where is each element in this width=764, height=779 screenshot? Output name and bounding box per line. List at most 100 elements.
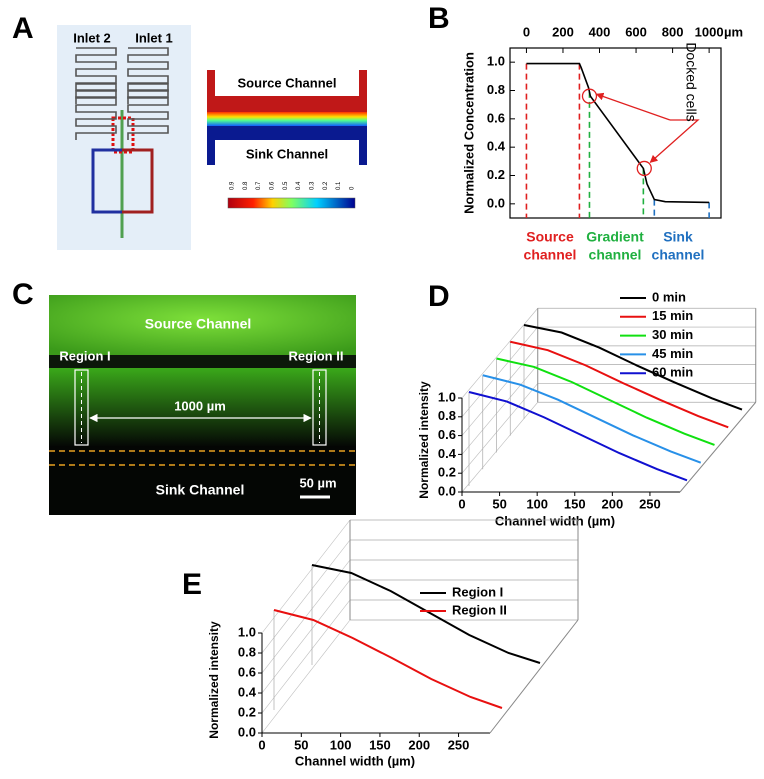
plot-frame	[509, 47, 722, 219]
intensity-line	[482, 374, 702, 464]
colorbar-label: 0	[350, 186, 356, 190]
x-tick-label: 0	[258, 737, 265, 752]
sink-label: Sink Channel	[156, 482, 245, 498]
y-axis-label: Normalized intensity	[417, 381, 431, 499]
x-tick-label: 400	[589, 24, 611, 39]
y-tick-label: 0.0	[238, 724, 256, 739]
y-tick-label: 0.8	[487, 82, 505, 97]
grid-line	[461, 345, 538, 436]
y-tick-label: 1.0	[438, 389, 456, 404]
sink-label: Sink Channel	[246, 146, 328, 161]
legend-label: 15 min	[652, 308, 693, 323]
panel-label: D	[428, 280, 450, 313]
inlet-label: Inlet 2	[73, 30, 111, 45]
zoom-box	[111, 116, 135, 154]
scale-label: 50 µm	[299, 475, 336, 490]
y-tick-label: 0.8	[238, 644, 256, 659]
legend-label: 0 min	[652, 289, 686, 304]
panel-label: B	[428, 2, 450, 35]
intensity-line	[496, 357, 715, 446]
x-tick-label: 1000	[695, 24, 724, 39]
depth-axis	[679, 401, 757, 493]
y-tick-label: 0.2	[438, 465, 456, 480]
y-tick-label: 0.4	[438, 446, 457, 461]
colorbar-label: 0.3	[310, 181, 316, 190]
region-label: Gradient	[586, 229, 644, 245]
x-tick-label: 0	[523, 24, 530, 39]
serpentine	[127, 47, 169, 104]
colorbar-label: 0.8	[243, 181, 249, 190]
serpentine	[127, 83, 169, 140]
region-box	[312, 369, 327, 446]
serpentine	[75, 47, 117, 104]
legend-label: Region I	[452, 584, 503, 599]
grid-line	[461, 383, 538, 474]
annotation-arrow	[649, 119, 700, 163]
micrograph: Source Channel Region I Region II 1000 µ…	[49, 295, 356, 515]
sink-box	[215, 140, 359, 165]
colorbar-label: 0.9	[230, 181, 236, 190]
barrier	[49, 355, 356, 368]
x-tick-label: 800	[662, 24, 684, 39]
grid-line	[261, 559, 351, 674]
distance-label: 1000 µm	[174, 398, 226, 413]
source-label: Source Channel	[145, 316, 252, 332]
docked-cell-marker	[636, 160, 652, 177]
region-label: channel	[589, 247, 642, 263]
gradient-region	[49, 368, 356, 446]
annotation: Docked cells	[683, 42, 699, 121]
region-label: Source	[526, 229, 574, 245]
x-tick-label: 200	[552, 24, 574, 39]
region-box	[74, 369, 89, 446]
y-tick-label: 0.4	[487, 139, 506, 154]
y-tick-label: 0.0	[438, 483, 456, 498]
source-label: Source Channel	[238, 75, 337, 90]
grid-line	[261, 599, 351, 714]
x-tick-label: 100	[330, 737, 352, 752]
depth-axis	[489, 619, 579, 734]
x-tick-label: 50	[492, 496, 506, 511]
source-box	[215, 70, 359, 96]
concentration-line	[526, 62, 710, 204]
x-tick-label: 200	[408, 737, 430, 752]
x-tick-label: 150	[369, 737, 391, 752]
intensity-line	[510, 340, 729, 429]
intensity-line	[523, 324, 743, 411]
x-tick-label: 250	[639, 496, 661, 511]
panel-label: A	[12, 12, 34, 45]
y-tick-label: 0.6	[438, 427, 456, 442]
colorbar-label: 0.7	[256, 181, 262, 190]
intensity-line	[311, 564, 541, 664]
legend-label: 30 min	[652, 327, 693, 342]
y-tick-label: 0.2	[238, 704, 256, 719]
colorbar-label: 0.1	[336, 181, 342, 190]
colorbar-label: 0.5	[283, 181, 289, 190]
grid-line	[261, 619, 351, 734]
colorbar	[227, 197, 356, 209]
colorbar-label: 0.6	[270, 181, 276, 190]
source-loop	[122, 148, 154, 214]
y-tick-label: 0.8	[438, 408, 456, 423]
grid-line	[461, 402, 538, 493]
x-unit: µm	[724, 24, 743, 39]
panel-label: C	[12, 278, 34, 311]
grid-line	[461, 364, 538, 455]
simulation-gradient	[207, 112, 367, 126]
x-tick-label: 600	[625, 24, 647, 39]
x-tick-label: 250	[448, 737, 470, 752]
x-axis-label: Channel width (µm)	[295, 753, 415, 768]
device-diagram: Inlet 2 Inlet 1 Source Channel Sink Chan…	[57, 25, 367, 250]
region-label: Region I	[59, 348, 110, 363]
x-axis-label: Channel width (µm)	[495, 513, 615, 528]
x-tick-label: 100	[526, 496, 548, 511]
inlet-label: Inlet 1	[135, 30, 173, 45]
sink-loop	[91, 148, 122, 214]
region-label: Region II	[289, 348, 344, 363]
x-tick-label: 200	[601, 496, 623, 511]
x-tick-label: 50	[294, 737, 308, 752]
y-axis-label: Normalized intensity	[207, 621, 221, 739]
y-tick-label: 1.0	[238, 624, 256, 639]
legend-label: 45 min	[652, 346, 693, 361]
grid-line	[461, 326, 538, 417]
